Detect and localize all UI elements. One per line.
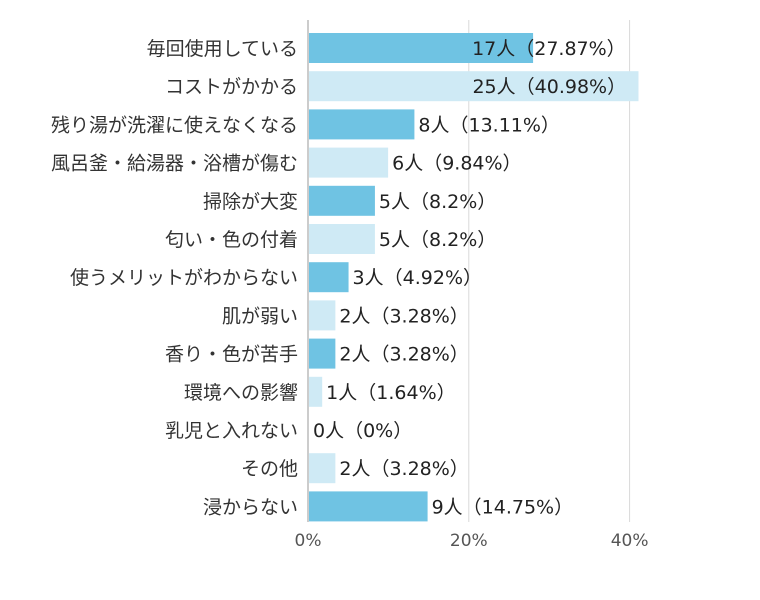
bar — [309, 491, 428, 522]
x-tick-label: 0% — [295, 531, 322, 551]
x-axis-ticks: 0% 20% 40% — [295, 531, 649, 551]
category-label: 残り湯が洗濯に使えなくなる — [51, 114, 298, 136]
data-label: 5人（8.2%） — [379, 191, 496, 213]
data-label: 17人（27.87%） — [472, 38, 626, 60]
x-tick-label: 20% — [450, 531, 488, 551]
category-label: 乳児と入れない — [165, 420, 298, 442]
category-label: 毎回使用している — [147, 38, 298, 60]
data-label: 25人（40.98%） — [472, 76, 626, 98]
data-label: 6人（9.84%） — [392, 153, 521, 175]
category-label: 香り・色が苦手 — [165, 344, 298, 366]
gridlines — [307, 20, 631, 522]
bar — [309, 185, 375, 216]
category-label: その他 — [241, 458, 298, 480]
bar — [309, 224, 375, 254]
category-label: 匂い・色の付着 — [165, 229, 298, 251]
bars — [309, 33, 639, 522]
bar — [309, 453, 336, 484]
category-label: 風呂釜・給湯器・浴槽が傷む — [51, 153, 298, 175]
x-tick-label: 40% — [611, 531, 649, 551]
data-label: 8人（13.11%） — [418, 114, 560, 136]
category-label: 使うメリットがわからない — [70, 267, 298, 289]
bar — [309, 338, 336, 369]
data-label: 9人（14.75%） — [432, 496, 574, 518]
bar — [309, 71, 639, 102]
bar — [309, 147, 389, 178]
category-label: 環境への影響 — [184, 382, 298, 404]
data-labels: 17人（27.87%） 25人（40.98%） 8人（13.11%） 6人（9.84%… — [313, 38, 626, 518]
bar — [309, 109, 415, 140]
category-label: コストがかかる — [165, 76, 298, 98]
category-label: 浸からない — [203, 496, 298, 518]
bar — [309, 33, 534, 63]
bar — [309, 376, 323, 407]
data-label: 1人（1.64%） — [326, 382, 455, 404]
category-label: 肌が弱い — [222, 305, 298, 327]
category-label: 掃除が大変 — [203, 191, 298, 213]
data-label: 0人（0%） — [313, 420, 412, 442]
data-label: 2人（3.28%） — [339, 458, 468, 480]
data-label: 3人（4.92%） — [353, 267, 482, 289]
bar — [309, 300, 336, 331]
data-label: 5人（8.2%） — [379, 229, 496, 251]
bar — [309, 262, 349, 293]
data-label: 2人（3.28%） — [339, 344, 468, 366]
category-labels: 毎回使用しているコストがかかる残り湯が洗濯に使えなくなる風呂釜・給湯器・浴槽が傷… — [51, 38, 298, 518]
data-label: 2人（3.28%） — [339, 305, 468, 327]
